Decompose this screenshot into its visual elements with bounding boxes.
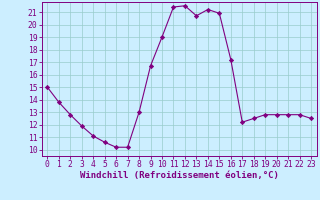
X-axis label: Windchill (Refroidissement éolien,°C): Windchill (Refroidissement éolien,°C) <box>80 171 279 180</box>
